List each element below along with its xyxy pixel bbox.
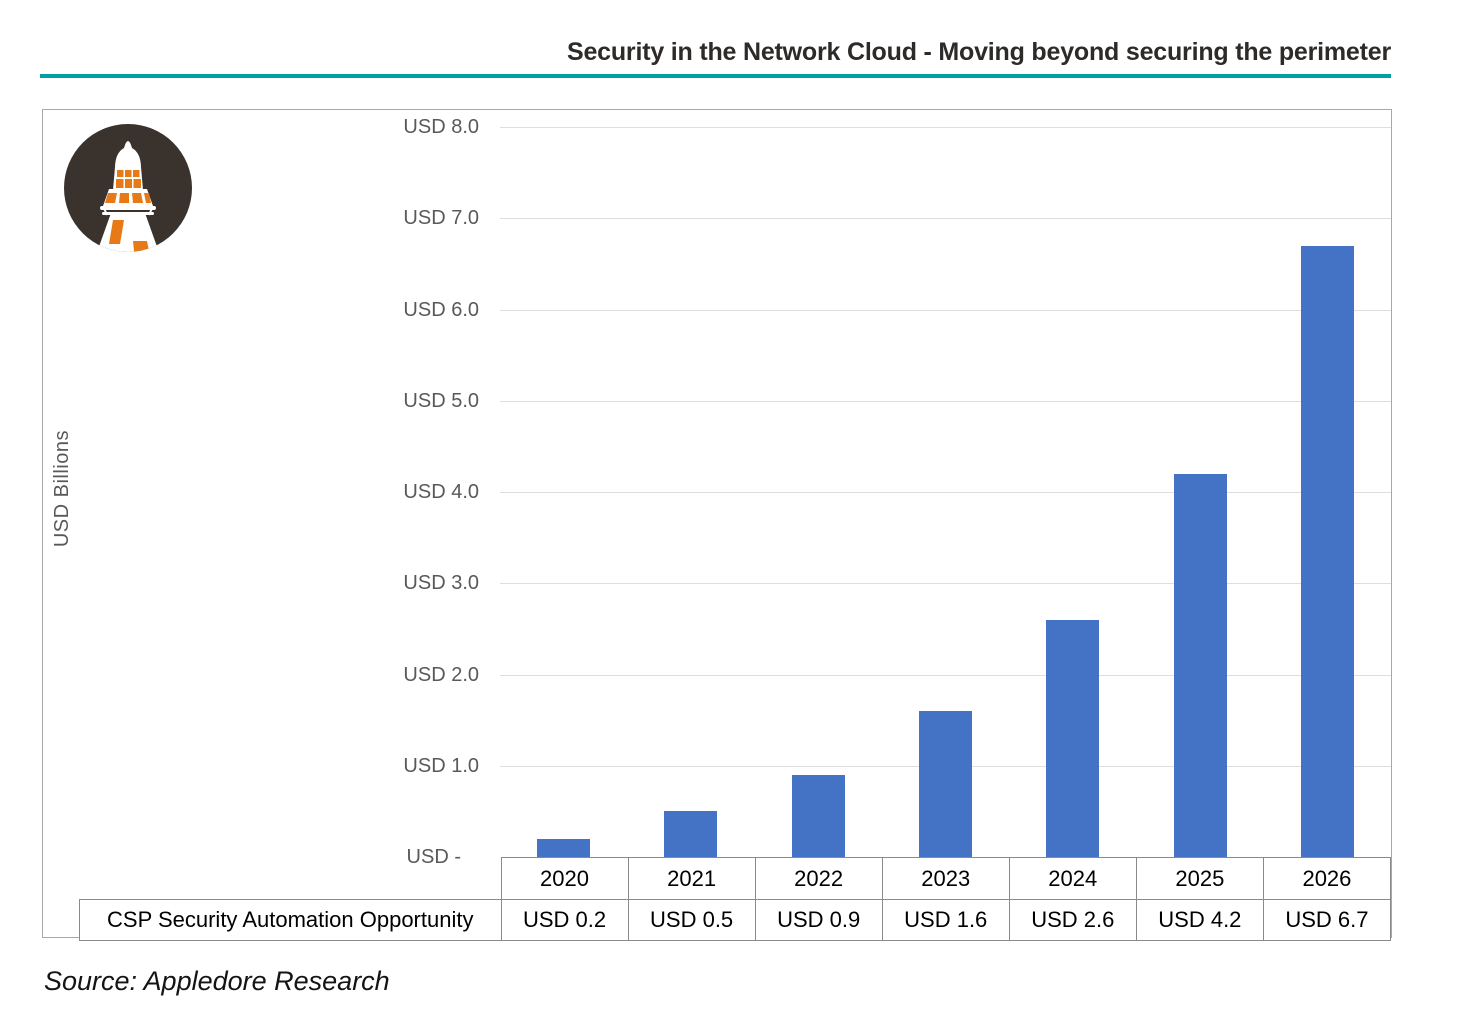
gridline (500, 400, 1391, 402)
value-2020: USD 0.2 (500, 899, 629, 941)
value-2026: USD 6.7 (1262, 899, 1392, 941)
gridline (500, 127, 1391, 128)
y-axis-tick-label: USD 1.0 (403, 754, 479, 777)
year-header-2021: 2021 (627, 857, 756, 900)
year-header-2023: 2023 (881, 857, 1010, 900)
value-2024: USD 2.6 (1008, 899, 1137, 941)
y-axis-tick-label: USD 5.0 (403, 389, 479, 412)
bar-2021 (664, 811, 718, 857)
y-axis-tick-label: USD 2.0 (403, 663, 479, 686)
source-caption: Source: Appledore Research (44, 966, 390, 996)
data-table: 2020 2021 2022 2023 2024 2025 2026 CSP Security… (79, 857, 1392, 941)
table-corner-blank (80, 858, 502, 900)
year-header-2022: 2022 (754, 857, 883, 900)
year-header-2024: 2024 (1008, 857, 1137, 900)
gridline (500, 492, 1391, 493)
value-2021: USD 0.5 (627, 899, 756, 941)
year-header-2026: 2026 (1262, 857, 1392, 900)
gridline (500, 309, 1391, 311)
bar-2026 (1300, 245, 1354, 857)
year-header-2020: 2020 (500, 857, 629, 900)
bar-2025 (1173, 473, 1227, 857)
series-label: CSP Security Automation Opportunity (79, 899, 502, 941)
value-2025: USD 4.2 (1135, 899, 1264, 941)
value-2022: USD 0.9 (754, 899, 883, 941)
chart-panel: USD Billions USD - USD 1.0 USD 2.0 USD 3.0 U… (42, 109, 1392, 941)
y-axis-tick-label: USD 4.0 (403, 481, 479, 503)
y-axis-tick-label: USD 7.0 (403, 207, 479, 230)
y-axis-tick-label: USD 8.0 (403, 116, 479, 138)
y-axis-tick-label: USD - (406, 846, 461, 868)
bar-2024 (1046, 619, 1100, 857)
lighthouse-icon (64, 124, 192, 252)
gridline (500, 674, 1391, 676)
bar-2023 (919, 711, 972, 857)
title-accent-rule (40, 74, 1391, 78)
year-header-2025: 2025 (1135, 857, 1264, 900)
y-axis-tick-label: USD 3.0 (403, 572, 479, 595)
bar-2022 (791, 774, 845, 857)
y-axis-title: USD Billions (51, 430, 73, 548)
plot-area (500, 127, 1391, 857)
y-axis-tick-label: USD 6.0 (403, 298, 479, 321)
bar-2020 (537, 838, 591, 857)
gridline (500, 583, 1391, 585)
page-title: Security in the Network Cloud - Moving b… (566, 38, 1391, 66)
value-2023: USD 1.6 (881, 899, 1010, 941)
gridline (500, 218, 1391, 220)
